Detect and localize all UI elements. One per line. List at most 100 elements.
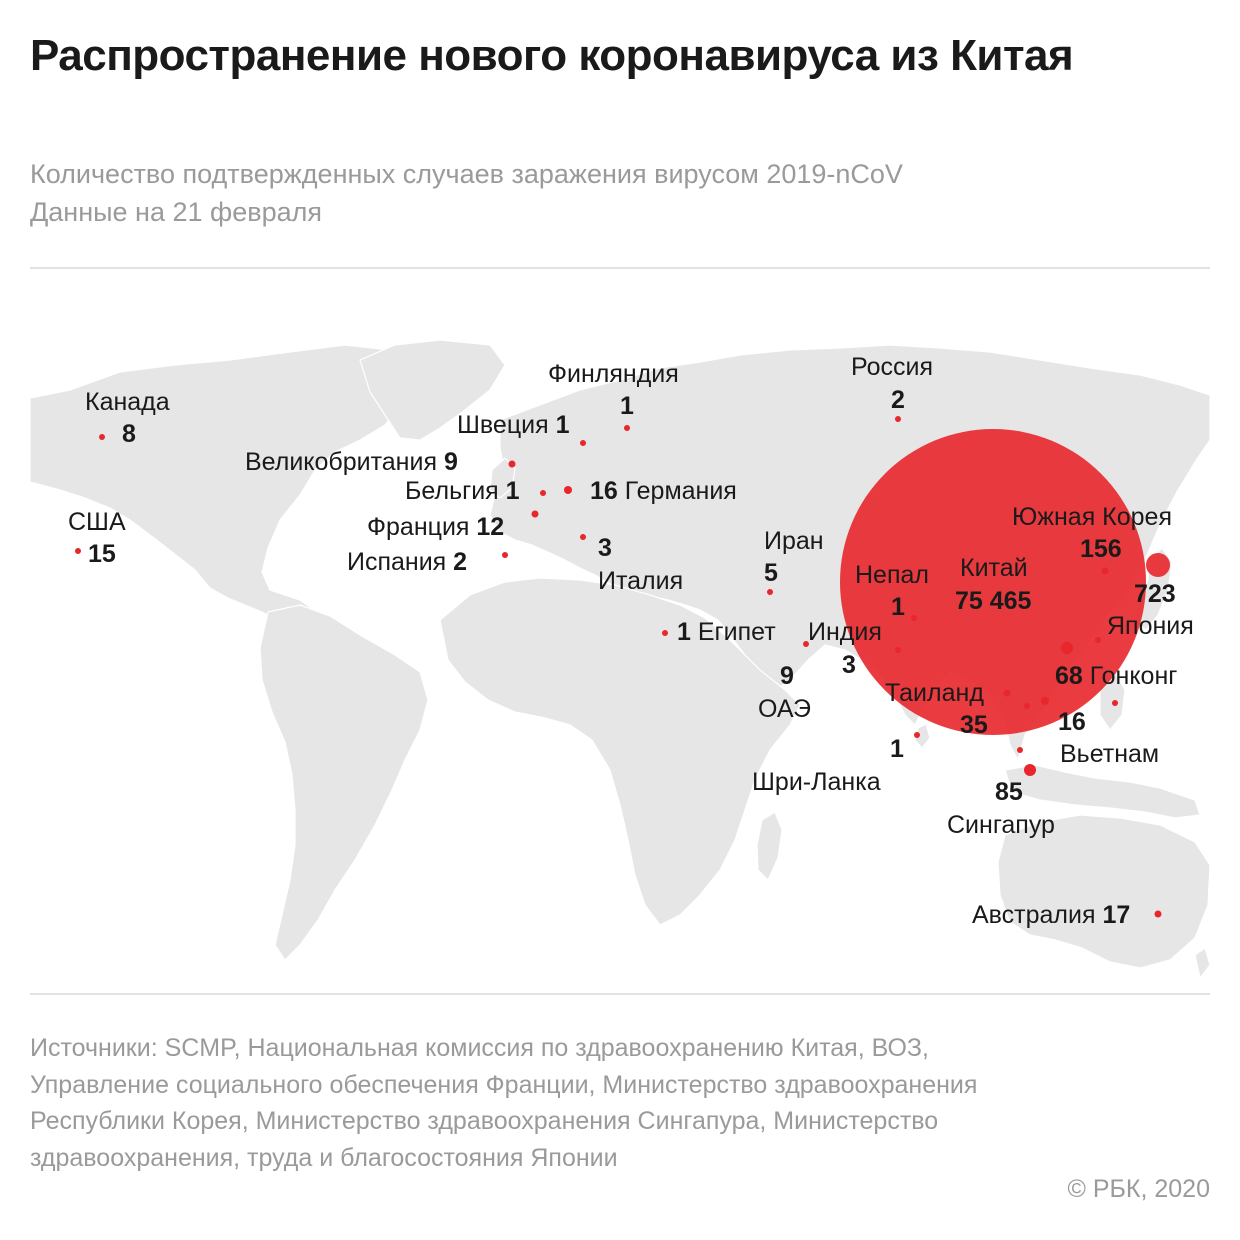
- vietnam-dot: [1041, 697, 1049, 705]
- label-germany: 16 Германия: [590, 477, 737, 505]
- label-china-cases: 75 465: [955, 587, 1032, 615]
- label-australia: Австралия 17: [972, 901, 1130, 929]
- label-nepal: Непал: [855, 561, 929, 589]
- thailand-dot: [1003, 689, 1011, 697]
- label-belgium: Бельгия 1: [405, 477, 520, 505]
- label-france: Франция 12: [367, 513, 504, 541]
- uk-dot: [508, 460, 516, 468]
- subtitle-line: Количество подтвержденных случаев зараже…: [30, 159, 903, 189]
- label-vietnam: Вьетнам: [1060, 740, 1159, 768]
- france-cases: 12: [476, 513, 504, 541]
- egypt-name: Египет: [698, 618, 776, 646]
- label-singapore: Сингапур: [947, 811, 1055, 839]
- spain-dot: [502, 552, 508, 558]
- sources-note: Источники: SCMP, Национальная комиссия п…: [30, 1034, 978, 1172]
- label-vietnam-cases: 16: [1058, 708, 1086, 736]
- label-south-korea: Южная Корея: [1012, 503, 1172, 531]
- label-egypt: 1 Египет: [677, 618, 776, 646]
- label-srilanka-cases: 1: [890, 735, 904, 763]
- subtitle: Количество подтвержденных случаев зараже…: [30, 155, 1210, 231]
- label-finland: Финляндия: [548, 360, 679, 388]
- cambodia-dot: [1017, 747, 1023, 753]
- hongkong-name: Гонконг: [1090, 662, 1178, 690]
- label-india: Индия: [808, 618, 882, 646]
- copyright: © РБК, 2020: [1067, 1175, 1210, 1203]
- germany-dot: [564, 486, 572, 494]
- label-uae-cases: 9: [780, 662, 794, 690]
- label-thailand: Таиланд: [885, 679, 984, 707]
- hongkong-bubble: [1061, 642, 1073, 654]
- label-hongkong: 68 Гонконг: [1055, 662, 1177, 690]
- page-title: Распространение нового коронавируса из К…: [30, 31, 1074, 80]
- label-srilanka: Шри-Ланка: [752, 768, 881, 796]
- label-uae: ОАЭ: [758, 695, 811, 723]
- sweden-name: Швеция: [457, 411, 549, 439]
- spain-cases: 2: [453, 548, 467, 576]
- japan-bubble: [1146, 553, 1170, 577]
- top-divider: [30, 267, 1210, 269]
- malaysia-dot: [1024, 703, 1030, 709]
- philippines-dot: [1112, 700, 1118, 706]
- label-china: Китай: [960, 554, 1028, 582]
- usa-dot: [75, 548, 81, 554]
- finland-dot: [624, 425, 630, 431]
- label-india-cases: 3: [842, 651, 856, 679]
- egypt-cases: 1: [677, 618, 691, 646]
- australia-cases: 17: [1102, 901, 1130, 929]
- sweden-cases: 1: [556, 411, 570, 439]
- china-bubble: [840, 429, 1146, 735]
- label-japan: Япония: [1107, 612, 1194, 640]
- label-spain: Испания 2: [347, 548, 467, 576]
- canada-dot: [99, 434, 105, 440]
- land-greenland: [359, 339, 506, 441]
- egypt-dot: [662, 630, 668, 636]
- hongkong-cases: 68: [1055, 662, 1083, 690]
- belgium-cases: 1: [506, 477, 520, 505]
- belgium-name: Бельгия: [405, 477, 499, 505]
- land-africa: [439, 577, 801, 926]
- map-labels: Канада 8 США 1 5 Финляндия 1 Швеция 1 Вел…: [68, 353, 1194, 929]
- label-south-korea-cases: 156: [1080, 535, 1122, 563]
- france-dot: [531, 510, 539, 518]
- australia-dot: [1154, 910, 1162, 918]
- canada-name: Канада: [85, 388, 170, 416]
- land-indonesia: [1004, 764, 1201, 819]
- iran-dot: [767, 589, 773, 595]
- land-madagascar: [756, 811, 783, 881]
- france-name: Франция: [367, 513, 469, 541]
- spain-name: Испания: [347, 548, 446, 576]
- japan-dot2: [1095, 637, 1101, 643]
- label-italy: Италия: [598, 567, 683, 595]
- russia-dot: [895, 416, 901, 422]
- uae-dot: [803, 641, 809, 647]
- label-finland-cases: 1: [620, 392, 634, 420]
- land-south-america: [259, 604, 429, 961]
- germany-cases: 16: [590, 477, 618, 505]
- label-japan-cases: 723: [1134, 580, 1176, 608]
- label-sweden: Швеция 1: [457, 411, 570, 439]
- label-nepal-cases: 1: [891, 593, 905, 621]
- label-usa: США: [68, 508, 126, 536]
- label-thailand-cases: 35: [960, 711, 988, 739]
- land-australia: [997, 814, 1211, 969]
- label-russia: Россия: [851, 353, 933, 381]
- label-iran: Иран: [764, 527, 824, 555]
- land-new-zealand: [1194, 947, 1211, 979]
- australia-name: Австралия: [972, 901, 1096, 929]
- singapore-bubble: [1024, 764, 1036, 776]
- case-markers: [75, 416, 1170, 918]
- label-russia-cases: 2: [891, 386, 905, 414]
- land-sri-lanka: [914, 723, 931, 749]
- label-canada-cases: 8: [122, 420, 136, 448]
- uk-name: Великобритания: [245, 448, 437, 476]
- bottom-divider: [30, 993, 1210, 995]
- land-north-america: [29, 344, 411, 649]
- label-canada: Канада: [85, 388, 170, 416]
- south-korea-dot: [1101, 567, 1109, 575]
- nepal-dot: [911, 615, 917, 621]
- label-iran-cases: 5: [764, 559, 778, 587]
- label-uk: Великобритания 9: [245, 448, 458, 476]
- sweden-dot: [580, 440, 586, 446]
- uk-cases: 9: [444, 448, 458, 476]
